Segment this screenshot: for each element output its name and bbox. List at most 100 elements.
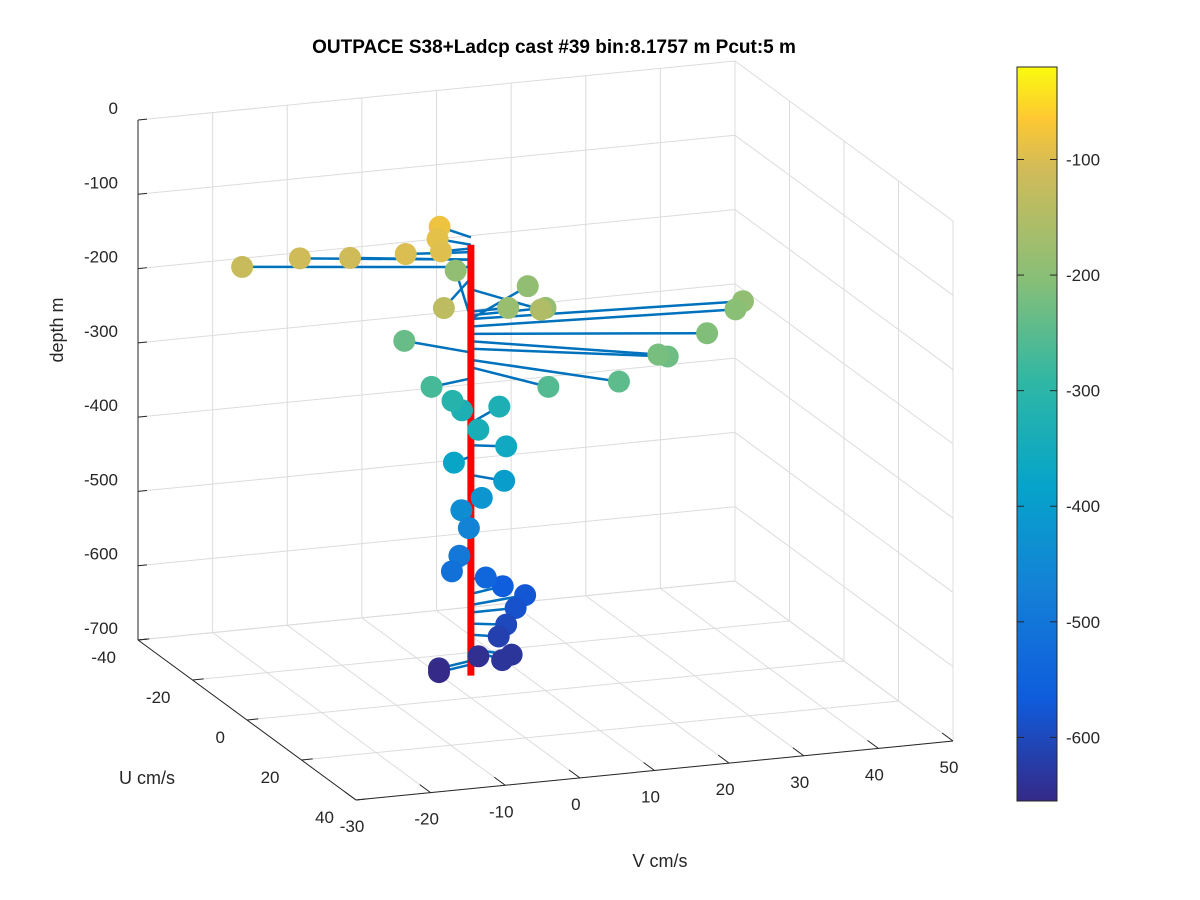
data-point [394,243,417,266]
x-tick-mark [494,776,506,786]
ticks-layer: -30 -20 -10 0 10 20 30 40 50-40-20020400-100-200… [84,99,958,836]
grid-layer [137,60,954,801]
z-tick-label: -400 [84,396,118,415]
data-point [474,566,497,589]
x-tick-label: -20 [414,810,439,829]
data-point [444,259,467,282]
y-tick-mark [246,718,259,721]
z-tick-mark [137,638,148,641]
data-point [696,322,719,345]
z-tick-mark [137,192,148,195]
z-tick-label: -700 [84,619,118,638]
velocity-stem [470,331,708,336]
back-wall-grid-line [137,506,736,567]
z-tick-mark [137,267,148,270]
data-point [231,255,254,278]
side-wall-grid-line [734,283,954,445]
data-point [504,597,527,620]
velocity-stem [470,366,549,389]
z-tick-mark [137,564,148,567]
x-tick-mark [344,791,357,801]
x-tick-label: 40 [865,765,884,784]
y-tick-mark [192,678,204,681]
data-point [432,297,455,320]
data-point [393,329,416,352]
x-tick-mark [792,747,805,757]
data-point [470,486,493,509]
data-point [491,575,514,598]
data-point [457,517,480,540]
z-axis-label: depth m [47,297,67,362]
colorbar-tick-label: -400 [1066,497,1100,516]
floor-grid-line [246,660,845,721]
chart-title: OUTPACE S38+Ladcp cast #39 bin:8.1757 m … [312,37,796,58]
colorbar-tick-label: -200 [1066,266,1100,285]
side-wall-grid-line [734,506,954,668]
colorbar-ticks: -100 -200 -300 -400 -500 -600 [1017,150,1100,747]
data-point [339,246,362,269]
x-tick-mark [568,769,581,779]
data-point [647,343,670,366]
side-wall-grid-line [734,134,954,296]
back-wall-grid-line [137,431,736,492]
z-tick-label: -300 [84,322,118,341]
side-wall-grid-line [734,432,954,593]
data-point [607,370,630,393]
side-wall-grid-line [734,60,954,222]
y-tick-label: -40 [91,648,116,667]
data-point [430,240,453,263]
x-tick-label: 50 [940,758,959,777]
data-point [491,649,514,672]
z-tick-label: 0 [109,99,118,118]
data-point [497,296,520,319]
velocity-stem [404,339,472,354]
colorbar-tick-label: -600 [1066,728,1100,747]
side-wall-grid-line [734,209,954,370]
axes-layer [137,118,954,801]
y-axis-label: U cm/s [119,768,175,788]
x-tick-label: -30 [340,817,365,836]
y-tick-mark [301,758,313,761]
data-point [516,275,539,298]
z-tick-label: -100 [84,173,118,192]
data-point [467,418,490,441]
y-tick-label: 20 [261,768,280,787]
data-point [537,375,560,398]
back-wall-grid-line [137,134,736,195]
y-tick-label: -20 [146,688,171,707]
x-tick-label: 20 [716,780,735,799]
x-tick-mark [717,754,730,764]
x-tick-mark [643,762,655,771]
data-point [493,469,516,492]
data-point [529,298,552,321]
z-tick-mark [137,341,148,344]
x-tick-mark [867,739,879,749]
z-tick-mark [137,118,148,121]
z-tick-label: -200 [84,248,118,267]
x-tick-mark [941,732,954,742]
y-tick-label: 40 [315,808,334,827]
x-tick-label: 10 [641,788,660,807]
x-tick-label: 0 [571,795,580,814]
y-tick-label: 0 [216,728,225,747]
x-tick-label: 30 [790,773,809,792]
data-point [420,375,443,398]
back-wall-grid-line [137,580,736,641]
x-axis-label: V cm/s [632,851,687,871]
side-wall-grid-line [734,580,954,742]
data-point [724,298,747,321]
data-point [440,560,463,583]
side-wall-grid-line [734,357,954,519]
floor-grid-line [192,620,790,681]
colorbar-tick-label: -100 [1066,150,1100,169]
velocity-stem [470,340,659,356]
velocity-stem [470,308,736,328]
data-point [495,435,518,458]
z-tick-label: -600 [84,545,118,564]
velocity-stem [470,347,668,358]
data-point [442,451,465,474]
data-point [488,395,511,418]
data-point [487,625,510,648]
